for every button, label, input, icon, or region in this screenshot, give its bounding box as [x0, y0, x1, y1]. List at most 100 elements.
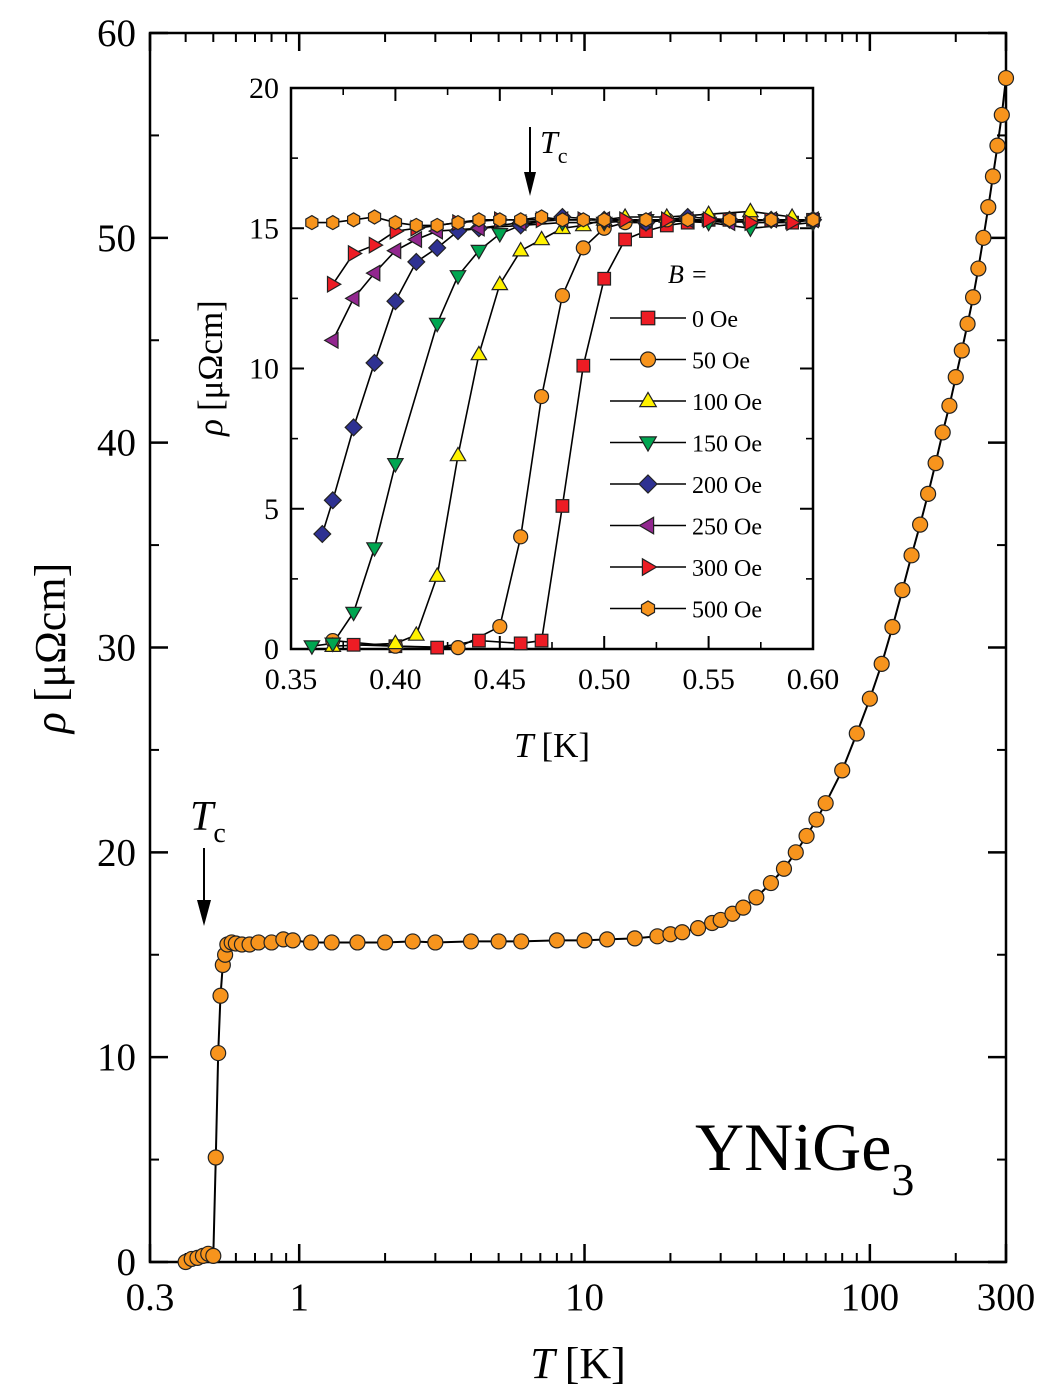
inset-y-tick-label: 5 [264, 493, 279, 526]
inset-y-tick-label: 10 [249, 353, 279, 386]
inset-data-point [303, 640, 321, 656]
inset-data-point [472, 212, 486, 228]
legend-marker [638, 436, 658, 453]
inset-data-point [702, 211, 718, 229]
inset-x-axis-unit: [K] [541, 726, 590, 765]
main-data-point [894, 582, 911, 599]
main-tc-symbol: T [190, 794, 216, 840]
inset-tc-subscript: c [558, 143, 568, 168]
inset-tc-label: Tc [540, 124, 568, 168]
inset-data-point [513, 636, 528, 651]
inset-data-point [786, 213, 802, 232]
compound-subscript: 3 [891, 1154, 914, 1205]
inset-x-tick-label: 0.50 [578, 663, 631, 696]
inset-data-point [367, 209, 382, 225]
inset-y-tick-label: 0 [264, 633, 279, 666]
inset-data-point [470, 345, 488, 361]
legend-marker [640, 310, 656, 326]
main-data-point [513, 933, 530, 950]
compound-label: YNiGe3 [695, 1109, 914, 1205]
legend-label: 300 Oe [692, 556, 762, 582]
inset-data-point [324, 637, 342, 653]
inset-data-point [386, 458, 405, 474]
legend-title: B = [668, 260, 708, 289]
inset-data-point [576, 212, 591, 228]
main-y-tick-label: 0 [117, 1241, 137, 1284]
inset-data-point [511, 241, 530, 257]
main-data-point [735, 899, 752, 916]
inset-data-point [305, 214, 319, 231]
main-tc-subscript: c [213, 818, 225, 849]
inset-data-point [368, 236, 384, 254]
legend-marker [638, 516, 655, 535]
inset-data-point [427, 238, 447, 258]
main-x-tick-label: 100 [841, 1276, 900, 1319]
main-y-tick-label: 20 [97, 831, 136, 874]
main-x-tick-label: 10 [565, 1276, 604, 1319]
inset-tc-symbol: T [540, 124, 560, 160]
legend-marker [638, 391, 658, 408]
inset-data-point [430, 640, 445, 655]
main-data-point [376, 934, 394, 951]
inset-data-point [555, 499, 570, 513]
inset-data-point [806, 212, 820, 228]
inset-y-axis-symbol: ρ [191, 419, 230, 437]
inset-data-point [534, 209, 549, 225]
inset-data-point [326, 275, 342, 294]
main-data-point [674, 924, 691, 941]
main-series [177, 69, 1015, 1271]
legend-entries: 0 Oe 50 Oe 100 Oe 150 Oe 200 Oe 250 Oe 300 Oe 5… [610, 307, 762, 624]
inset-x-tick-label: 0.45 [474, 663, 527, 696]
main-data-point [462, 933, 480, 950]
inset-data-point [347, 244, 363, 263]
main-data-point [808, 811, 825, 828]
main-data-point [934, 424, 951, 441]
main-x-axis-label: T [K] [530, 1339, 626, 1388]
inset-tc-annotation: Tc [524, 124, 568, 196]
main-y-tick-label: 50 [97, 217, 136, 260]
main-y-tick-label: 30 [97, 627, 136, 670]
main-data-point [212, 987, 229, 1004]
inset-data-point [493, 212, 507, 228]
main-data-point [548, 932, 565, 949]
inset-data-point [681, 212, 695, 228]
inset-data-point [449, 270, 467, 286]
inset-data-point [449, 446, 467, 462]
legend-label: 100 Oe [692, 390, 762, 416]
main-data-point [626, 930, 643, 947]
main-data-point [980, 199, 997, 216]
main-data-point [970, 260, 987, 277]
inset-data-point [346, 637, 361, 652]
main-x-tick-label: 0.3 [126, 1276, 175, 1319]
inset-data-point [313, 524, 332, 544]
main-data-point [989, 137, 1006, 154]
main-data-point [762, 874, 780, 892]
legend-title-symbol: B = [668, 260, 708, 289]
main-data-point [984, 168, 1002, 185]
inset-data-point [365, 353, 384, 373]
inset-data-point [532, 230, 551, 246]
main-data-point [903, 547, 920, 564]
inset-data-point [407, 230, 423, 249]
inset-data-point [491, 228, 509, 244]
main-data-point [787, 844, 804, 861]
main-data-point [953, 342, 970, 359]
inset-data-point [344, 289, 360, 308]
main-data-point [284, 932, 301, 949]
inset-data-point [722, 212, 737, 228]
inset-data-point [451, 214, 465, 231]
inset-ticks: 0.35 0.40 0.45 0.50 0.55 0.60 0 5 10 15 20 [249, 72, 839, 696]
main-data-point [323, 934, 340, 951]
main-x-tick-label: 300 [977, 1276, 1036, 1319]
inset-data-point [386, 634, 405, 650]
main-data-point [975, 229, 992, 246]
inset-data-point [554, 287, 571, 304]
legend-marker [639, 351, 657, 368]
main-data-point [302, 934, 320, 951]
inset-data-point [764, 212, 778, 228]
inset-data-point [323, 491, 343, 510]
main-data-point [748, 889, 765, 906]
inset-data-point [597, 212, 611, 228]
main-data-point [775, 860, 793, 877]
